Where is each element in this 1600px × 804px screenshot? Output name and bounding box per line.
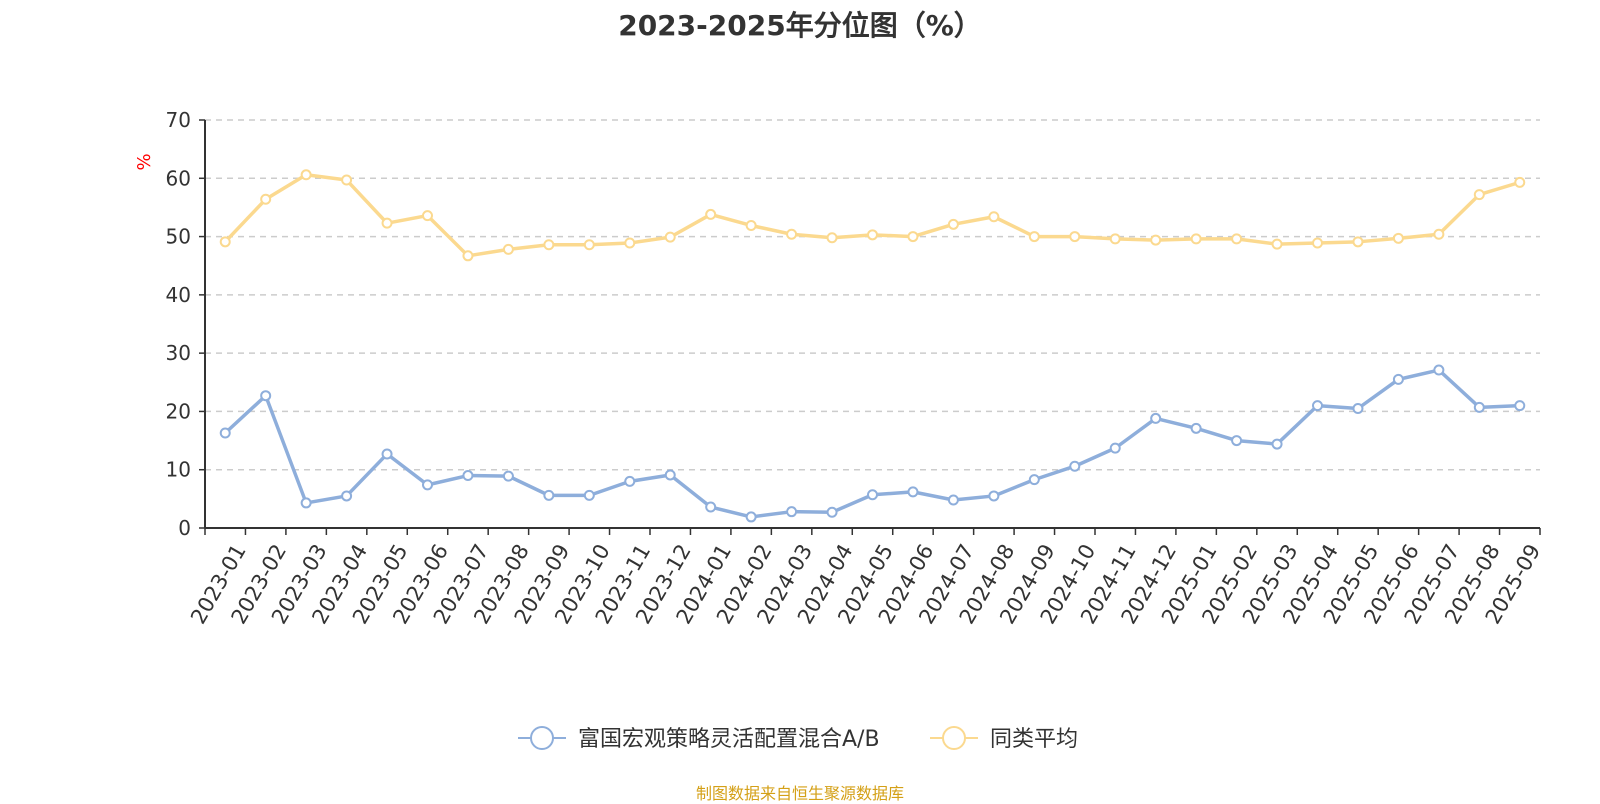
grid-lines <box>205 119 1540 471</box>
data-point[interactable] <box>664 469 676 481</box>
data-point[interactable] <box>300 169 312 181</box>
legend[interactable]: 富国宏观策略灵活配置混合A/B 同类平均 <box>518 726 1078 752</box>
legend-item-1[interactable]: 同类平均 <box>930 726 1078 752</box>
data-point[interactable] <box>543 239 555 251</box>
data-point[interactable] <box>422 479 433 491</box>
data-point[interactable] <box>300 497 312 509</box>
data-point[interactable] <box>826 506 838 518</box>
data-point[interactable] <box>745 219 757 231</box>
data-point[interactable] <box>947 494 959 506</box>
data-point[interactable] <box>867 489 878 501</box>
data-point[interactable] <box>988 490 1000 502</box>
series-lines <box>219 169 1526 523</box>
data-point[interactable] <box>583 489 595 501</box>
data-point[interactable] <box>1190 422 1202 434</box>
y-tick-label: 30 <box>166 341 191 365</box>
data-point[interactable] <box>1392 232 1404 244</box>
data-point[interactable] <box>664 231 676 243</box>
legend-label: 同类平均 <box>990 727 1078 752</box>
data-point[interactable] <box>1069 460 1081 472</box>
data-point[interactable] <box>260 390 272 402</box>
y-tick-label: 40 <box>166 283 191 307</box>
data-point[interactable] <box>1109 442 1121 454</box>
data-point[interactable] <box>341 174 353 186</box>
data-point[interactable] <box>341 490 353 502</box>
data-point[interactable] <box>867 229 878 241</box>
data-point[interactable] <box>624 475 636 487</box>
data-point[interactable] <box>1109 233 1121 245</box>
data-point[interactable] <box>260 193 272 205</box>
data-point[interactable] <box>624 237 636 249</box>
data-point[interactable] <box>1069 231 1081 243</box>
y-tick-label: 10 <box>166 458 191 482</box>
data-point[interactable] <box>745 511 757 523</box>
legend-label: 富国宏观策略灵活配置混合A/B <box>578 727 880 752</box>
data-point[interactable] <box>1433 364 1445 376</box>
data-point[interactable] <box>1312 237 1323 249</box>
axes: 010203040506070%2023-012023-022023-03202… <box>134 108 1545 628</box>
data-point[interactable] <box>502 470 514 482</box>
data-point[interactable] <box>1028 474 1040 486</box>
data-point[interactable] <box>219 236 231 248</box>
y-tick-label: 50 <box>166 225 191 249</box>
data-point[interactable] <box>786 506 798 518</box>
data-point[interactable] <box>381 217 393 229</box>
data-point[interactable] <box>462 250 474 262</box>
data-point[interactable] <box>1271 238 1283 250</box>
data-point[interactable] <box>1231 233 1243 245</box>
data-point[interactable] <box>1150 412 1162 424</box>
data-point[interactable] <box>1150 234 1162 246</box>
data-point[interactable] <box>1352 403 1364 415</box>
data-point[interactable] <box>1352 236 1364 248</box>
data-point[interactable] <box>422 210 433 222</box>
data-point[interactable] <box>381 448 393 460</box>
data-point[interactable] <box>705 208 717 220</box>
y-tick-label: 20 <box>166 399 191 423</box>
data-point[interactable] <box>462 470 474 482</box>
data-point[interactable] <box>826 232 838 244</box>
legend-circle-icon <box>530 726 554 750</box>
data-point[interactable] <box>1473 189 1485 201</box>
y-tick-label: 0 <box>178 516 191 540</box>
y-tick-label: 60 <box>166 166 191 190</box>
data-point[interactable] <box>1514 400 1526 412</box>
data-point[interactable] <box>1028 231 1040 243</box>
legend-circle-icon <box>942 726 966 750</box>
data-point[interactable] <box>1271 438 1283 450</box>
data-point[interactable] <box>1190 233 1202 245</box>
data-point[interactable] <box>219 427 231 439</box>
source-note: 制图数据来自恒生聚源数据库 <box>695 784 904 803</box>
data-point[interactable] <box>705 501 717 513</box>
y-tick-label: 70 <box>166 108 191 132</box>
data-point[interactable] <box>988 211 1000 223</box>
data-point[interactable] <box>1392 373 1404 385</box>
y-axis-unit-label: % <box>134 153 155 170</box>
series-line-1 <box>223 173 1521 258</box>
data-point[interactable] <box>502 243 514 255</box>
data-point[interactable] <box>1433 228 1445 240</box>
data-point[interactable] <box>786 228 798 240</box>
data-point[interactable] <box>947 218 959 230</box>
data-point[interactable] <box>907 486 919 498</box>
chart-title: 2023-2025年分位图（%） <box>618 9 982 42</box>
data-point[interactable] <box>1473 401 1485 413</box>
data-point[interactable] <box>543 489 555 501</box>
data-point[interactable] <box>907 231 919 243</box>
data-point[interactable] <box>1514 176 1526 188</box>
data-point[interactable] <box>583 239 595 251</box>
legend-item-0[interactable]: 富国宏观策略灵活配置混合A/B <box>518 726 880 752</box>
data-point[interactable] <box>1231 435 1243 447</box>
data-point[interactable] <box>1312 400 1323 412</box>
